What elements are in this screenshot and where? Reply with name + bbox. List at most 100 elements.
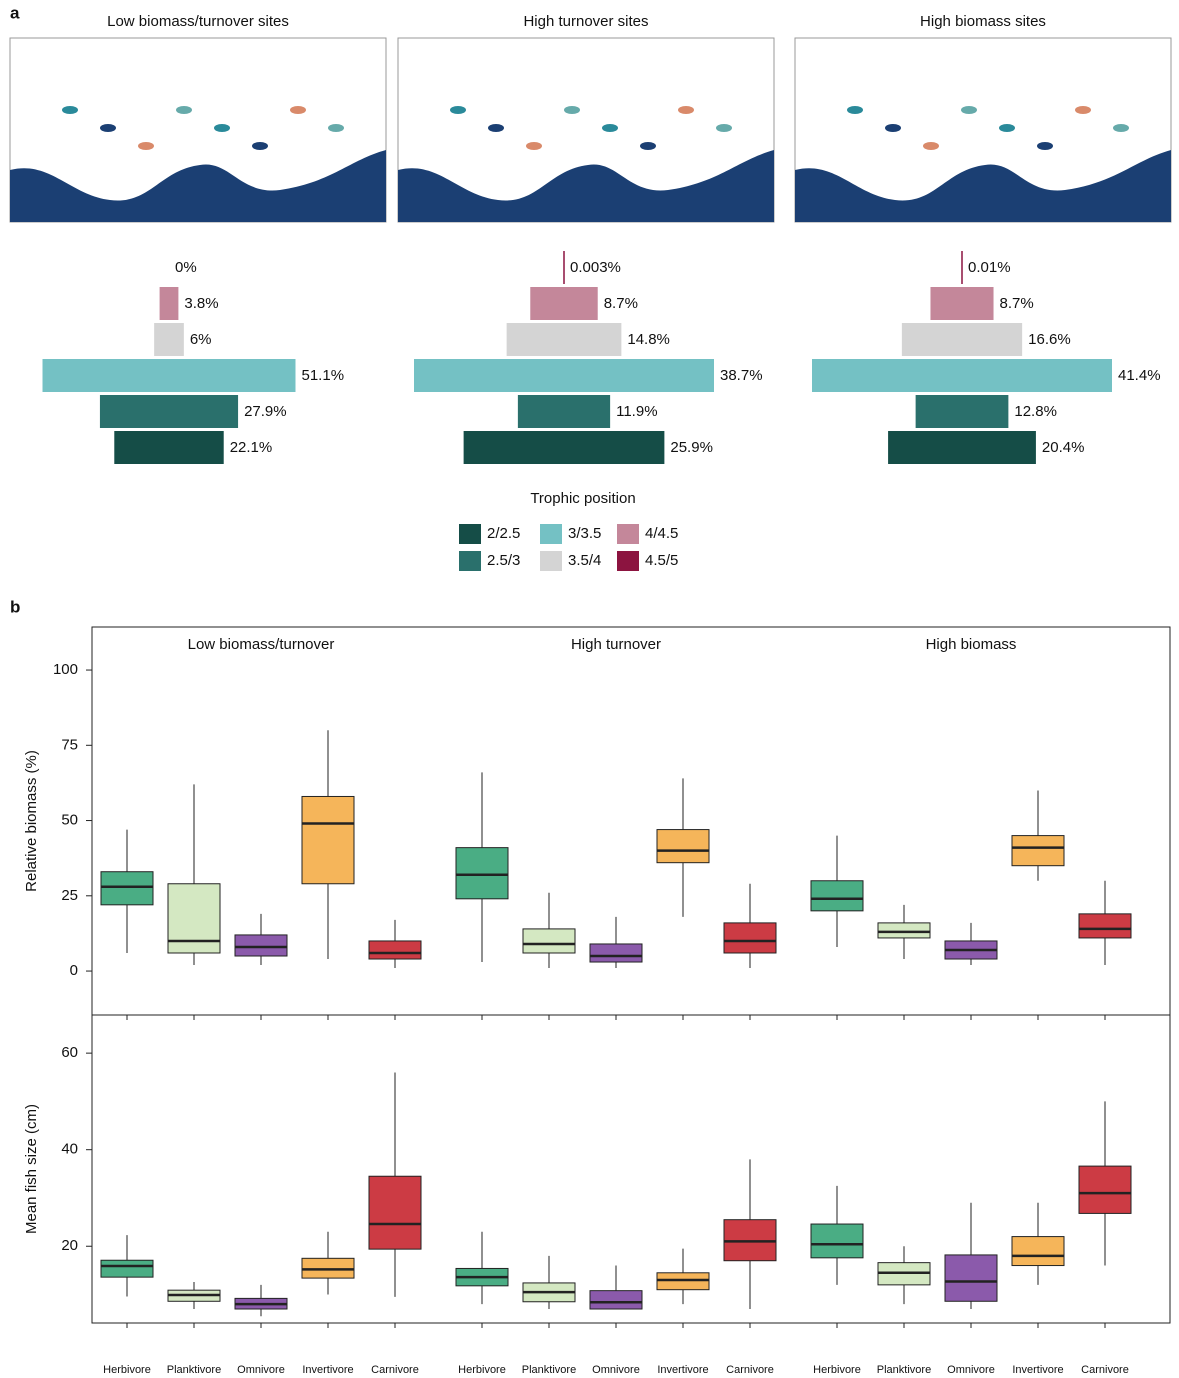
x-tick-label: Omnivore (947, 1364, 995, 1376)
bar (812, 359, 1112, 392)
fish (1037, 142, 1053, 150)
panel-label: b (10, 597, 20, 616)
legend-swatch (540, 551, 562, 571)
box (235, 935, 287, 956)
fish (1113, 124, 1129, 132)
x-tick-label: Carnivore (1081, 1364, 1129, 1376)
box (101, 872, 153, 905)
value-label: 8.7% (604, 295, 638, 312)
x-tick-label: Planktivore (877, 1364, 931, 1376)
fish (999, 124, 1015, 132)
legend-label: 3/3.5 (568, 525, 601, 542)
value-label: 20.4% (1042, 439, 1085, 456)
box (168, 884, 220, 953)
value-label: 25.9% (670, 439, 713, 456)
value-label: 14.8% (627, 331, 670, 348)
fish (100, 124, 116, 132)
bar (530, 287, 597, 320)
y-tick-label: 20 (61, 1237, 78, 1254)
box (1079, 914, 1131, 938)
value-label: 11.9% (616, 403, 657, 420)
value-label: 3.8% (184, 295, 218, 312)
value-label: 0% (175, 259, 197, 276)
chart-title: High turnover sites (523, 13, 648, 30)
value-label: 22.1% (230, 439, 273, 456)
fish (716, 124, 732, 132)
legend-label: 2.5/3 (487, 552, 520, 569)
y-tick-label: 100 (53, 661, 78, 678)
bar (114, 431, 223, 464)
x-tick-label: Invertivore (657, 1364, 708, 1376)
box (369, 1176, 421, 1249)
bar (43, 359, 296, 392)
box (657, 830, 709, 863)
value-label: 0.003% (570, 259, 621, 276)
value-label: 16.6% (1028, 331, 1071, 348)
fish (138, 142, 154, 150)
fish (678, 106, 694, 114)
legend-label: 2/2.5 (487, 525, 520, 542)
fish (961, 106, 977, 114)
y-axis-label: Relative biomass (%) (23, 750, 40, 892)
fish (640, 142, 656, 150)
fish (252, 142, 268, 150)
value-label: 6% (190, 331, 212, 348)
fish (564, 106, 580, 114)
y-tick-label: 25 (61, 887, 78, 904)
fish (847, 106, 863, 114)
legend-swatch (459, 551, 481, 571)
fish (176, 106, 192, 114)
x-tick-label: Carnivore (371, 1364, 419, 1376)
plot-frame (92, 1015, 1170, 1323)
fish (62, 106, 78, 114)
legend-label: 3.5/4 (568, 552, 601, 569)
chart-title: Low biomass/turnover sites (107, 13, 289, 30)
box (945, 1255, 997, 1301)
legend-title: Trophic position (530, 490, 635, 507)
fish (602, 124, 618, 132)
x-tick-label: Omnivore (592, 1364, 640, 1376)
box (523, 929, 575, 953)
y-tick-label: 40 (61, 1141, 78, 1158)
legend-swatch (617, 551, 639, 571)
fish (885, 124, 901, 132)
y-tick-label: 75 (61, 736, 78, 753)
fish (328, 124, 344, 132)
x-tick-label: Carnivore (726, 1364, 774, 1376)
group-title: Low biomass/turnover (188, 636, 335, 653)
box (590, 1291, 642, 1309)
group-title: High biomass (926, 636, 1017, 653)
x-tick-label: Omnivore (237, 1364, 285, 1376)
panel-label: a (10, 3, 20, 22)
value-label: 41.4% (1118, 367, 1161, 384)
chart-title: High biomass sites (920, 13, 1046, 30)
x-tick-label: Herbivore (813, 1364, 861, 1376)
box (1012, 1237, 1064, 1266)
legend-label: 4/4.5 (645, 525, 678, 542)
box (302, 796, 354, 883)
y-tick-label: 50 (61, 812, 78, 829)
legend-swatch (459, 524, 481, 544)
box (369, 941, 421, 959)
box (1079, 1166, 1131, 1213)
fish (923, 142, 939, 150)
value-label: 0.01% (968, 259, 1011, 276)
fish (290, 106, 306, 114)
bar (902, 323, 1022, 356)
bar (464, 431, 665, 464)
group-title: High turnover (571, 636, 661, 653)
box (456, 848, 508, 899)
x-tick-label: Herbivore (103, 1364, 151, 1376)
bar (100, 395, 238, 428)
box (811, 1224, 863, 1258)
box (590, 944, 642, 962)
bar (888, 431, 1036, 464)
legend-label: 4.5/5 (645, 552, 678, 569)
bar (160, 287, 179, 320)
x-tick-label: Planktivore (167, 1364, 221, 1376)
value-label: 27.9% (244, 403, 287, 420)
bar (414, 359, 714, 392)
box (724, 923, 776, 953)
figure: a b Trophic position Low biomass/turnove… (0, 0, 1179, 1378)
bar (518, 395, 610, 428)
